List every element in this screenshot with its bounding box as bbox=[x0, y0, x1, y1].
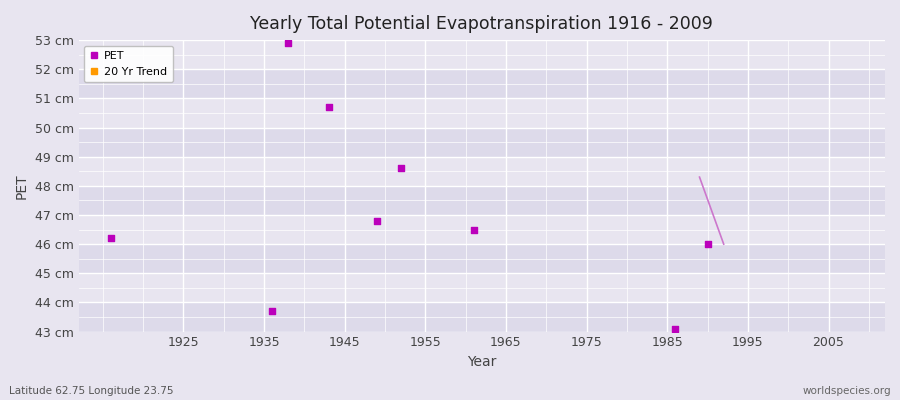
Text: worldspecies.org: worldspecies.org bbox=[803, 386, 891, 396]
Bar bbox=[78, 302, 885, 332]
Bar bbox=[78, 128, 885, 157]
Point bbox=[668, 326, 682, 332]
Text: Latitude 62.75 Longitude 23.75: Latitude 62.75 Longitude 23.75 bbox=[9, 386, 174, 396]
Legend: PET, 20 Yr Trend: PET, 20 Yr Trend bbox=[84, 46, 173, 82]
Point bbox=[321, 104, 336, 110]
Bar bbox=[78, 186, 885, 215]
X-axis label: Year: Year bbox=[467, 355, 497, 369]
Point bbox=[466, 226, 481, 233]
Y-axis label: PET: PET bbox=[15, 173, 29, 199]
Point bbox=[281, 40, 295, 46]
Point bbox=[370, 218, 384, 224]
Bar bbox=[78, 273, 885, 302]
Point bbox=[265, 308, 279, 314]
Bar bbox=[78, 98, 885, 128]
Point bbox=[700, 241, 715, 247]
Bar bbox=[78, 157, 885, 186]
Bar bbox=[78, 69, 885, 98]
Point bbox=[104, 235, 118, 242]
Bar bbox=[78, 40, 885, 69]
Point bbox=[394, 165, 409, 172]
Bar bbox=[78, 244, 885, 273]
Title: Yearly Total Potential Evapotranspiration 1916 - 2009: Yearly Total Potential Evapotranspiratio… bbox=[250, 15, 713, 33]
Bar bbox=[78, 215, 885, 244]
